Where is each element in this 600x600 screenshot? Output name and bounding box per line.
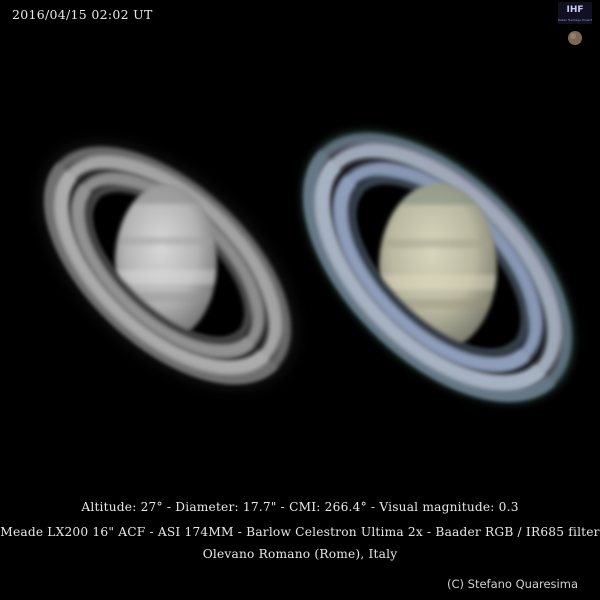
caption-location: Olevano Romano (Rome), Italy (202, 547, 398, 561)
observation-timestamp: 2016/04/15 02:02 UT (12, 7, 153, 22)
logo-tagline: Italian Heritage Project (558, 18, 592, 22)
logo-letters: IHF (566, 5, 583, 15)
saturn-rgb-color (301, 130, 575, 404)
saturn-infrared-grayscale (40, 142, 296, 388)
caption-observation-details: Altitude: 27° - Diameter: 17.7" - CMI: 2… (81, 500, 519, 514)
project-logo: IHF Italian Heritage Project (558, 2, 592, 45)
copyright-credit: (C) Stefano Quaresima (447, 577, 578, 591)
caption-equipment: Meade LX200 16" ACF - ASI 174MM - Barlow… (0, 525, 600, 539)
